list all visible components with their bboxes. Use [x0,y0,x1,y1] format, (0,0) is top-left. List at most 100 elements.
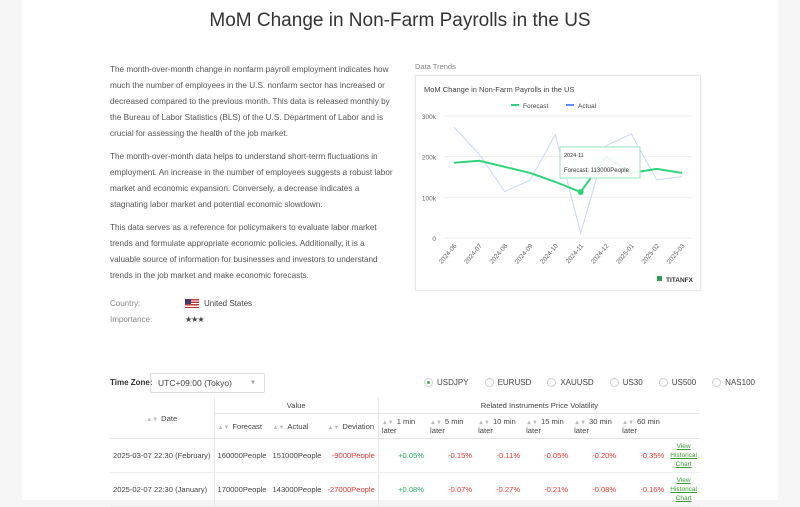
col-label: Actual [287,422,308,431]
chevron-down-icon: ▼ [250,374,256,392]
col-volatility-period[interactable]: ▲▼5 min later [427,414,475,439]
description: The month-over-month change in nonfarm p… [110,62,395,284]
cell-deviation: -27000People [325,473,379,507]
col-actual[interactable]: ▲▼Actual [270,414,325,439]
cell-volatility: +0.08% [378,473,427,507]
importance-stars: ★★★ [185,312,204,328]
radio-us500[interactable]: US500 [659,378,696,387]
x-tick-label: 2024-08 [488,242,509,265]
col-volatility-period[interactable]: ▲▼15 min later [523,414,571,439]
col-date[interactable]: ▲▼Date [110,398,214,439]
sort-icon: ▲▼ [273,425,285,431]
y-tick-label: 0 [432,236,436,243]
x-tick-label: 2024-12 [590,242,611,265]
col-value: Value [214,398,378,414]
cell-forecast: 160000People [214,439,270,473]
data-table: ▲▼Date Value Related Instruments Price V… [110,398,700,507]
radio-eurusd[interactable]: EURUSD [485,378,532,387]
cell-volatility: -0.08% [571,473,619,507]
importance-row: Importance: ★★★ [110,312,395,328]
col-volatility-period[interactable]: ▲▼10 min later [475,414,523,439]
radio-nas100[interactable]: NAS100 [712,378,755,387]
sort-icon: ▲▼ [328,425,340,431]
radio-circle-icon [610,378,619,387]
tooltip-title: 2024-11 [564,153,584,159]
timezone-label: Time Zone: [110,378,153,387]
series-actual-line [454,127,682,233]
page-title: MoM Change in Non-Farm Payrolls in the U… [22,10,778,32]
country-value: United States [204,299,252,308]
radio-circle-icon [424,378,433,387]
cell-volatility: -0.15% [427,439,475,473]
x-tick-label: 2024-06 [438,242,459,265]
x-tick-label: 2025-02 [640,242,661,265]
cell-deviation: -9000People [325,439,379,473]
radio-label: XAUUSD [560,378,593,387]
radio-circle-icon [659,378,668,387]
col-volatility-period[interactable]: ▲▼60 min later [619,414,667,439]
view-historical-chart-link[interactable]: View Historical Chart [667,473,700,507]
col-date-label: Date [161,414,177,423]
cell-volatility: -0.16% [619,473,667,507]
data-trends-label: Data Trends [415,62,456,71]
timezone-value: UTC+09:00 (Tokyo) [158,378,232,388]
x-tick-label: 2025-01 [615,242,636,265]
sort-icon: ▲▼ [146,417,158,423]
importance-label: Importance: [110,315,152,324]
cell-actual: 151000People [270,439,325,473]
col-link [667,414,700,439]
line-chart: MoM Change in Non-Farm Payrolls in the U… [416,76,700,290]
us-flag-icon [185,299,199,308]
col-volatility-period[interactable]: ▲▼30 min later [571,414,619,439]
col-forecast[interactable]: ▲▼Forecast [214,414,270,439]
timezone-select[interactable]: UTC+09:00 (Tokyo) ▼ [150,373,265,393]
radio-label: NAS100 [725,378,755,387]
page: MoM Change in Non-Farm Payrolls in the U… [22,0,778,500]
radio-label: US500 [672,378,696,387]
cell-date: 2025-03-07 22:30 (February) [110,439,214,473]
col-deviation[interactable]: ▲▼Deviation [325,414,379,439]
x-tick-label: 2024-07 [463,242,484,265]
cell-volatility: -0.07% [427,473,475,507]
cell-volatility: -0.20% [571,439,619,473]
col-label: Deviation [342,422,374,431]
y-tick-label: 200k [422,155,437,162]
radio-xauusd[interactable]: XAUUSD [547,378,593,387]
info-column: The month-over-month change in nonfarm p… [110,62,395,328]
description-paragraph: The month-over-month data helps to under… [110,149,395,213]
cell-volatility: -0.21% [523,473,571,507]
y-tick-label: 100k [422,195,437,202]
cell-forecast: 170000People [214,473,270,507]
chart-title: MoM Change in Non-Farm Payrolls in the U… [424,85,574,94]
legend-label[interactable]: Forecast [523,103,548,110]
description-paragraph: The month-over-month change in nonfarm p… [110,62,395,142]
radio-us30[interactable]: US30 [610,378,643,387]
radio-label: US30 [623,378,643,387]
radio-label: USDJPY [437,378,469,387]
radio-circle-icon [547,378,556,387]
legend-label[interactable]: Actual [578,103,597,110]
cell-volatility: +0.05% [378,439,427,473]
cell-volatility: -0.35% [619,439,667,473]
cell-volatility: -0.11% [475,439,523,473]
country-row: Country: United States [110,296,395,312]
radio-usdjpy[interactable]: USDJPY [424,378,469,387]
col-volatility: Related Instruments Price Volatility [378,398,700,414]
radio-label: EURUSD [498,378,532,387]
x-tick-label: 2024-10 [539,242,560,265]
country-label: Country: [110,299,140,308]
radio-circle-icon [712,378,721,387]
x-tick-label: 2024-09 [514,242,535,265]
x-tick-label: 2024-11 [565,242,586,265]
chart-panel: MoM Change in Non-Farm Payrolls in the U… [415,75,701,291]
cell-volatility: -0.05% [523,439,571,473]
radio-circle-icon [485,378,494,387]
cell-actual: 143000People [270,473,325,507]
col-label: Forecast [232,422,262,431]
titanfx-logo-icon [657,276,662,281]
col-volatility-period[interactable]: ▲▼1 min later [378,414,427,439]
cell-volatility: -0.27% [475,473,523,507]
view-historical-chart-link[interactable]: View Historical Chart [667,439,700,473]
